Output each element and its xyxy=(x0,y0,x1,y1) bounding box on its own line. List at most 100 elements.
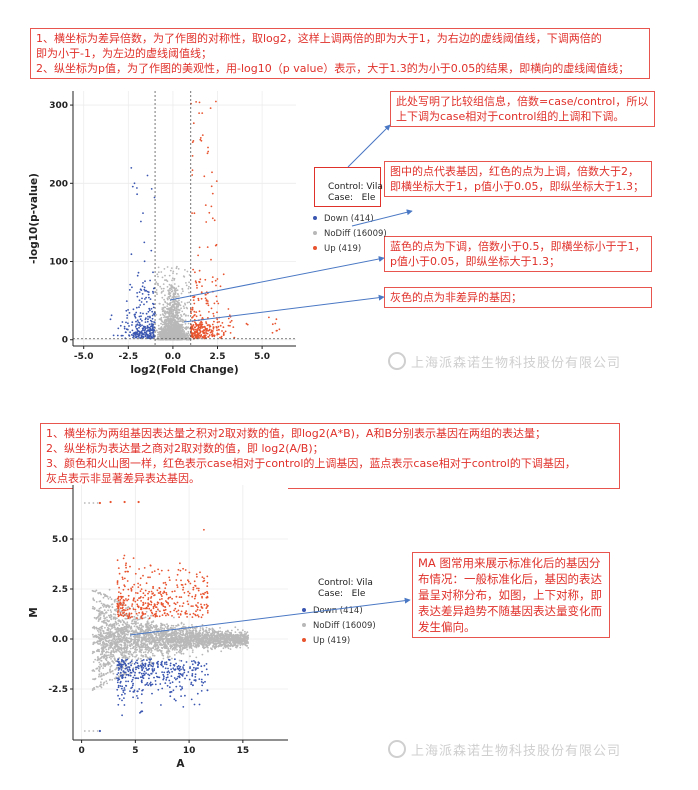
nodiff-point xyxy=(160,287,163,290)
nodiff-point xyxy=(147,626,150,629)
down-point xyxy=(149,316,151,319)
up-point xyxy=(200,323,203,326)
nodiff-point xyxy=(162,287,165,290)
up-point xyxy=(268,316,270,319)
nodiff-point xyxy=(166,303,169,305)
nodiff-point xyxy=(177,314,179,317)
nodiff-point xyxy=(169,645,171,647)
down-point xyxy=(148,307,151,310)
up-point xyxy=(205,331,207,333)
down-point xyxy=(140,330,143,333)
up-point xyxy=(216,311,218,314)
up-point xyxy=(198,337,201,339)
down-point xyxy=(144,280,146,283)
up-point xyxy=(206,300,209,302)
nodiff-point xyxy=(173,277,176,280)
down-point xyxy=(144,334,147,336)
nodiff-point xyxy=(185,282,187,284)
nodiff-point xyxy=(211,648,213,650)
nodiff-point xyxy=(172,313,175,316)
nodiff-point xyxy=(188,647,191,649)
down-point xyxy=(138,291,141,293)
nodiff-point xyxy=(176,293,179,295)
nodiff-point xyxy=(117,635,120,638)
nodiff-point xyxy=(218,644,221,647)
down-point xyxy=(128,312,131,314)
up-point xyxy=(218,329,220,331)
nodiff-point xyxy=(115,628,117,631)
nodiff-point xyxy=(106,619,108,621)
nodiff-point xyxy=(162,331,164,334)
up-point xyxy=(197,297,200,300)
nodiff-point xyxy=(174,311,177,314)
nodiff-point xyxy=(131,653,134,656)
nodiff-point xyxy=(153,640,155,642)
nodiff-point xyxy=(208,636,211,639)
nodiff-point xyxy=(170,309,173,311)
down-point xyxy=(149,328,152,330)
down-point xyxy=(152,290,154,293)
nodiff-point xyxy=(114,639,117,642)
nodiff-point xyxy=(235,646,238,649)
nodiff-point xyxy=(172,272,174,275)
nodiff-point xyxy=(172,634,175,636)
up-point xyxy=(219,324,222,327)
down-point xyxy=(138,326,140,329)
nodiff-point xyxy=(145,626,147,628)
nodiff-point xyxy=(173,300,176,302)
up-point xyxy=(229,332,232,334)
x-tick-label: -5.0 xyxy=(74,352,94,362)
nodiff-point xyxy=(134,656,136,658)
nodiff-point xyxy=(141,646,143,649)
up-point xyxy=(200,325,203,327)
nodiff-point xyxy=(229,648,232,650)
nodiff-point xyxy=(140,654,143,656)
down-point xyxy=(150,307,153,310)
nodiff-point xyxy=(175,287,178,290)
nodiff-point xyxy=(132,635,135,638)
nodiff-point xyxy=(160,335,163,337)
nodiff-point xyxy=(139,648,142,651)
nodiff-point xyxy=(147,615,149,617)
nodiff-point xyxy=(121,641,124,643)
nodiff-point xyxy=(206,631,208,633)
down-point xyxy=(140,301,143,303)
down-point xyxy=(137,271,140,274)
up-point xyxy=(197,332,199,335)
nodiff-point xyxy=(168,313,171,316)
nodiff-point xyxy=(140,630,142,633)
down-point xyxy=(131,185,134,188)
nodiff-point xyxy=(157,333,159,336)
up-point xyxy=(215,295,218,298)
up-point xyxy=(191,141,194,144)
down-point xyxy=(139,323,142,326)
down-point xyxy=(135,311,138,314)
nodiff-point xyxy=(160,322,162,325)
up-point xyxy=(207,330,210,332)
nodiff-point xyxy=(180,301,183,303)
nodiff-point xyxy=(112,672,115,675)
nodiff-point xyxy=(188,644,191,646)
nodiff-point xyxy=(183,313,186,315)
nodiff-point xyxy=(186,338,189,341)
nodiff-point xyxy=(103,636,105,639)
nodiff-point xyxy=(162,640,165,643)
up-point xyxy=(193,295,196,298)
nodiff-point xyxy=(181,310,184,313)
down-point xyxy=(146,174,149,177)
down-point xyxy=(146,290,149,293)
nodiff-point xyxy=(135,651,137,654)
up-point xyxy=(192,122,195,125)
gray-points-note: 灰色的点为非差异的基因； xyxy=(384,287,652,308)
nodiff-point xyxy=(185,631,188,634)
down-point xyxy=(147,310,150,313)
nodiff-point xyxy=(163,627,166,630)
up-point xyxy=(205,293,207,296)
nodiff-point xyxy=(160,626,162,629)
nodiff-point xyxy=(170,286,173,288)
up-point xyxy=(198,332,201,335)
nodiff-point xyxy=(128,625,131,628)
nodiff-point xyxy=(131,655,134,658)
nodiff-point xyxy=(167,296,170,298)
nodiff-point xyxy=(163,328,166,331)
